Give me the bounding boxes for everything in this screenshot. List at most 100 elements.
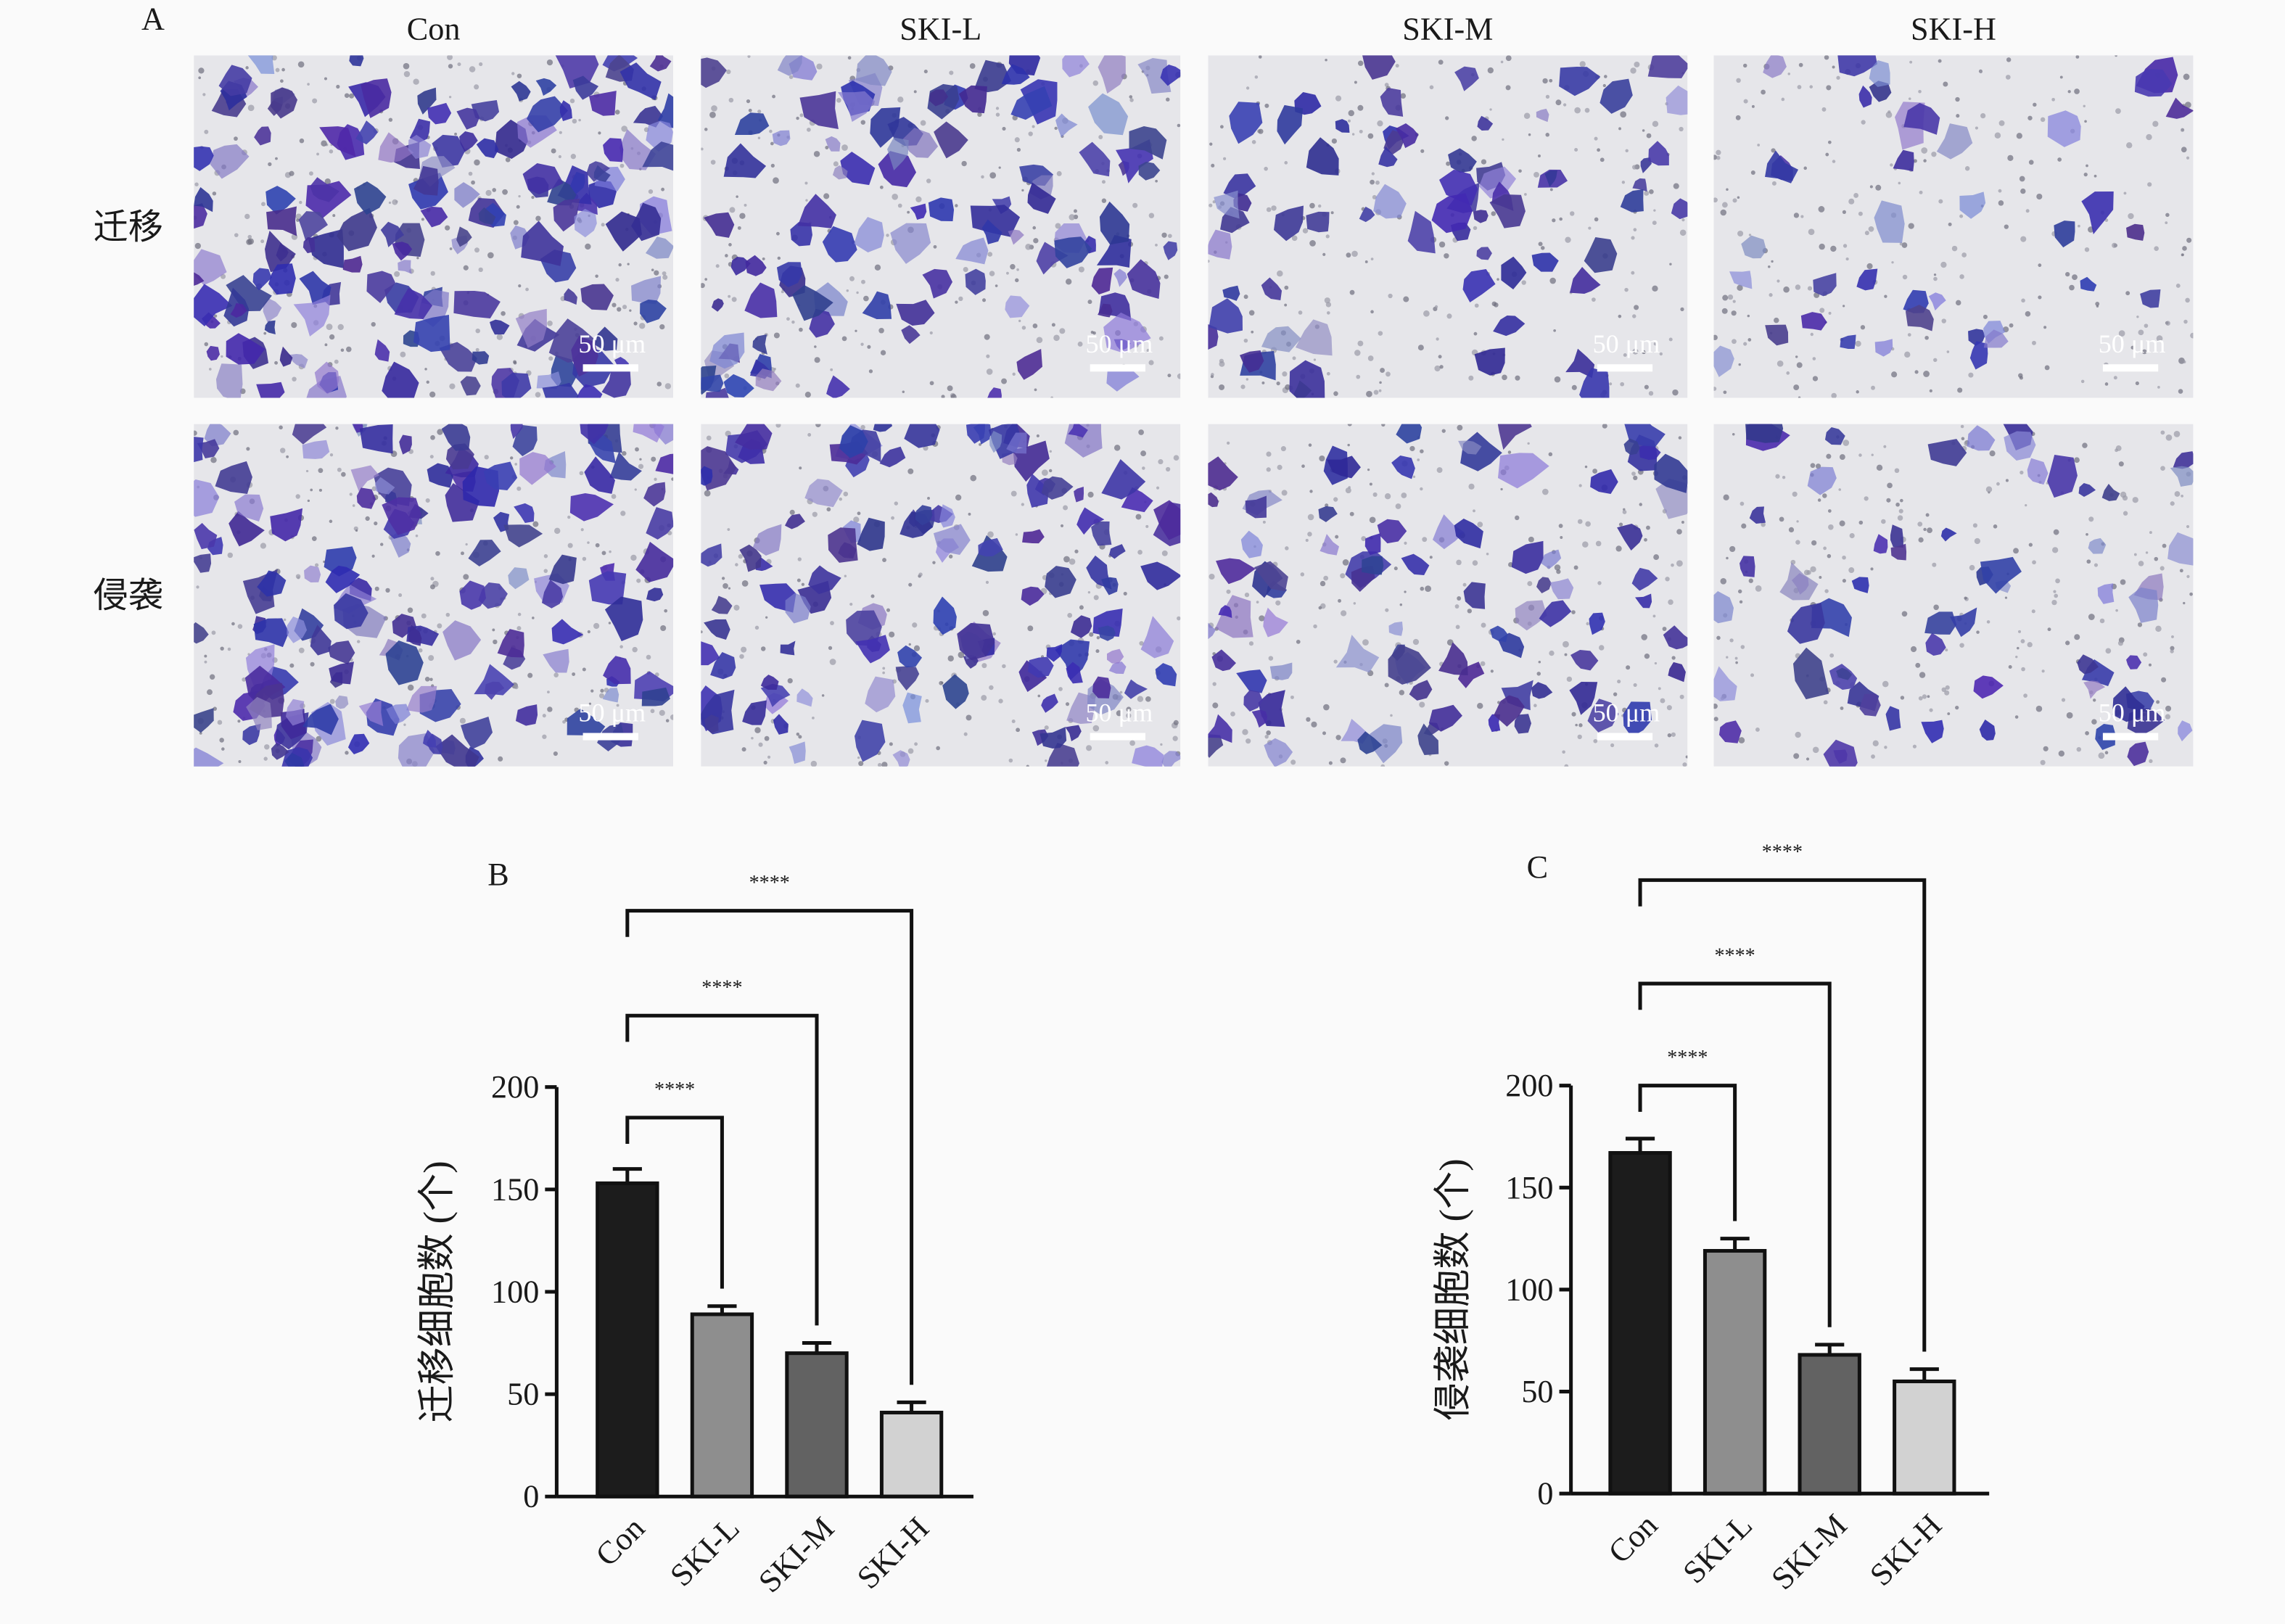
pore <box>1823 700 1828 705</box>
pore <box>807 433 812 437</box>
pore <box>199 731 202 735</box>
pore <box>2019 376 2023 380</box>
pore <box>1541 246 1545 250</box>
pore <box>947 385 953 392</box>
pore <box>2138 561 2144 566</box>
pore <box>1985 486 1993 492</box>
cell <box>1070 615 1092 638</box>
cell <box>1928 292 1946 311</box>
pore <box>1335 735 1341 741</box>
pore <box>849 276 855 281</box>
pore <box>841 144 848 151</box>
pore <box>194 430 197 436</box>
cell <box>497 629 524 658</box>
pore <box>1975 126 1978 130</box>
pore <box>1119 691 1123 694</box>
pore <box>728 587 731 590</box>
pore <box>1840 706 1844 710</box>
pore <box>553 527 561 535</box>
cell <box>361 78 392 118</box>
cell <box>1041 693 1058 713</box>
cell <box>1137 57 1172 94</box>
pore <box>725 430 731 437</box>
pore <box>1842 210 1846 214</box>
pore <box>341 471 346 477</box>
pore <box>1917 522 1923 527</box>
cell <box>1359 206 1375 223</box>
pore <box>2033 102 2037 107</box>
cell <box>1873 534 1888 554</box>
pore <box>739 213 746 219</box>
pore <box>1400 93 1407 99</box>
pore <box>1077 341 1083 347</box>
cell <box>252 268 272 291</box>
pore <box>579 471 584 476</box>
cell <box>445 482 480 522</box>
pore <box>1515 515 1520 521</box>
pore <box>1798 396 1801 398</box>
pore <box>246 239 252 245</box>
pore <box>1211 373 1214 376</box>
pore <box>1014 137 1020 143</box>
cell <box>1377 519 1407 544</box>
pore <box>2084 120 2087 123</box>
pore <box>1256 601 1259 603</box>
pore <box>868 369 873 374</box>
pore <box>227 552 234 558</box>
cell <box>1439 169 1478 206</box>
pore <box>958 651 965 659</box>
cell <box>1859 693 1881 717</box>
pore <box>1302 228 1309 234</box>
pore <box>1740 645 1745 649</box>
cell <box>194 249 227 286</box>
pore <box>633 321 638 326</box>
pore <box>2091 719 2097 725</box>
pore <box>704 278 707 281</box>
pore <box>2183 319 2188 324</box>
cell <box>1091 267 1113 295</box>
pore <box>198 76 202 80</box>
pore <box>1480 661 1486 667</box>
pore <box>570 154 576 160</box>
cell <box>511 81 531 102</box>
pore <box>1671 563 1674 567</box>
pore <box>1445 116 1449 120</box>
pore <box>796 733 800 736</box>
pore <box>1002 126 1006 131</box>
cell <box>777 55 802 76</box>
cell <box>2178 720 2193 742</box>
pore <box>1528 536 1534 543</box>
pore <box>305 469 309 473</box>
pore <box>2133 553 2137 556</box>
pore <box>237 720 241 723</box>
pore <box>413 78 419 85</box>
cell <box>1160 64 1181 86</box>
pore <box>882 671 885 675</box>
pore <box>1748 578 1753 583</box>
pore <box>846 289 849 292</box>
cell <box>1549 578 1574 600</box>
pore <box>1277 270 1283 277</box>
cell <box>2004 431 2036 461</box>
cell <box>543 648 569 673</box>
pore <box>271 55 277 61</box>
pore <box>987 252 993 257</box>
pore <box>2019 176 2025 182</box>
cell <box>1635 593 1652 609</box>
pore <box>2178 389 2183 394</box>
pore <box>429 584 435 590</box>
pore <box>2115 108 2121 115</box>
cell <box>226 275 272 312</box>
pore <box>889 742 893 746</box>
pore <box>1436 467 1443 474</box>
pore <box>1923 159 1927 162</box>
pore <box>1331 138 1338 144</box>
pore <box>1618 522 1623 527</box>
pore <box>448 64 453 69</box>
cell <box>1428 704 1462 732</box>
pore <box>961 160 967 167</box>
pore <box>1685 755 1688 759</box>
cell <box>2165 97 2194 119</box>
pore <box>1570 211 1575 216</box>
pore <box>2059 75 2063 79</box>
